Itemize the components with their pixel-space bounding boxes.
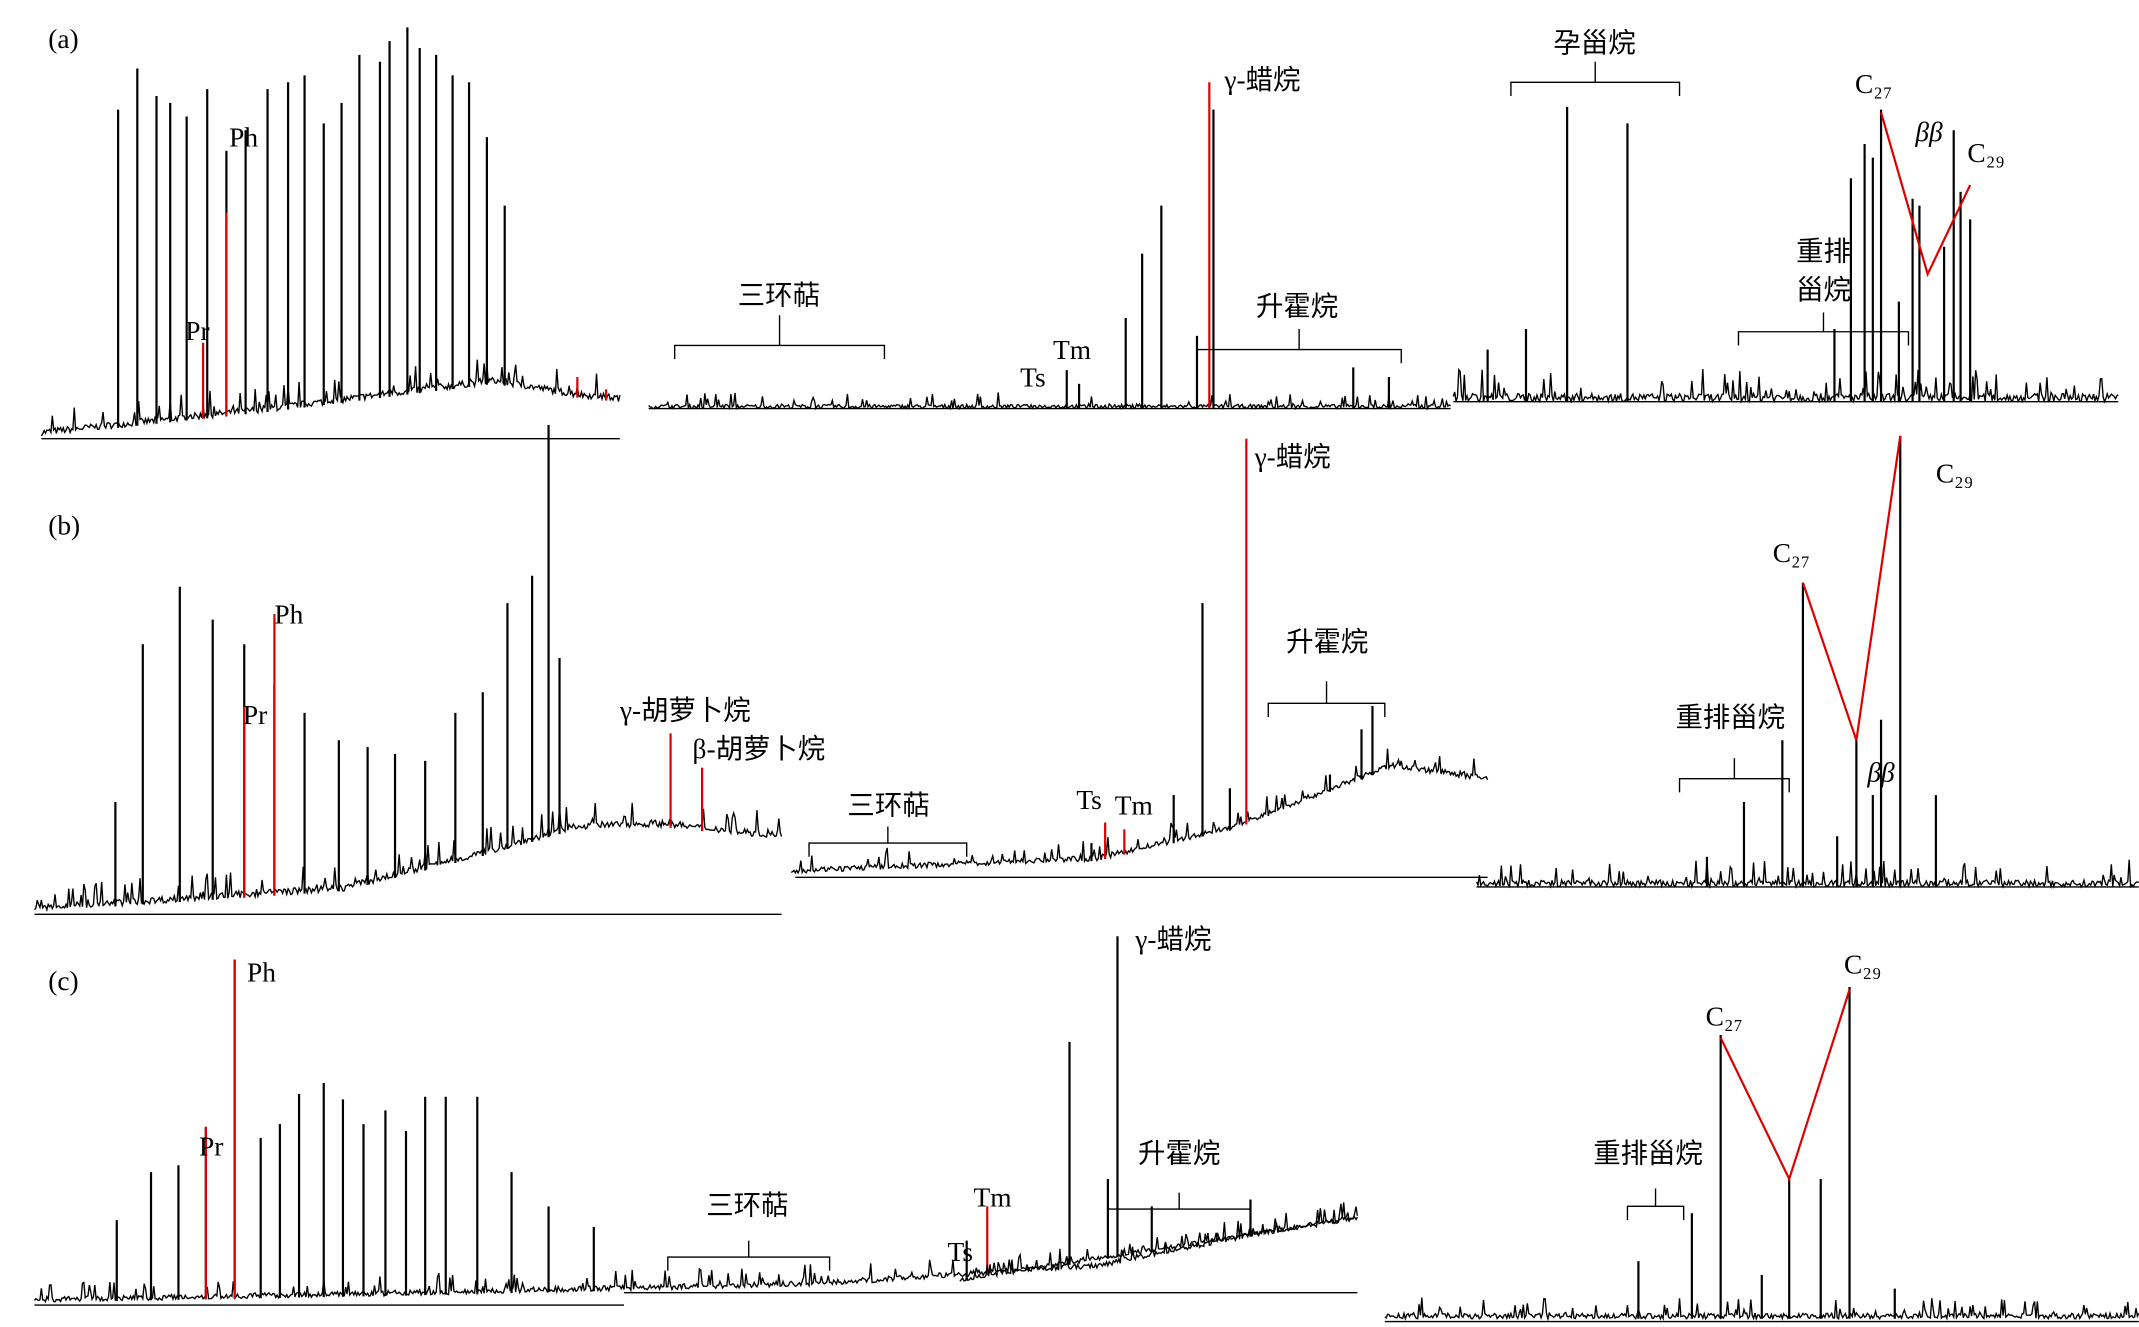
trace bbox=[959, 1209, 1358, 1282]
peak-label: Tm bbox=[974, 1182, 1012, 1212]
peak-label: C₂₉ bbox=[1936, 459, 1973, 489]
peak-label: Ts bbox=[1076, 785, 1102, 815]
bracket bbox=[1678, 758, 1790, 793]
peak-label: C₂₉ bbox=[1844, 949, 1881, 979]
peak-label: Ph bbox=[274, 600, 303, 630]
group-label: 孕甾烷 bbox=[1553, 28, 1635, 58]
peak-label: ββ bbox=[1914, 117, 1943, 147]
bracket bbox=[1626, 1188, 1685, 1221]
bracket bbox=[1510, 61, 1681, 96]
bracket bbox=[1196, 329, 1402, 364]
peak-label: Pr bbox=[243, 700, 267, 730]
peak-label: γ-蜡烷 bbox=[1223, 65, 1300, 95]
peak-label: C₂₇ bbox=[1855, 69, 1892, 99]
bracket bbox=[1267, 681, 1386, 717]
trace bbox=[33, 802, 783, 913]
peak-label: γ-蜡烷 bbox=[1254, 442, 1331, 472]
group-label: 重排甾烷 bbox=[1593, 1138, 1703, 1168]
group-label: 甾烷 bbox=[1796, 275, 1851, 305]
peak-label: γ-胡萝卜烷 bbox=[619, 696, 751, 726]
peak-label: Pr bbox=[185, 316, 209, 346]
group-label: 升霍烷 bbox=[1138, 1138, 1220, 1168]
labels: (a) Pr Ph 三环萜 Ts Tm γ-蜡烷 升霍烷 孕甾烷 C₂₇ ββ … bbox=[48, 24, 2005, 1267]
group-label: 升霍烷 bbox=[1286, 627, 1368, 657]
peak-label: Ts bbox=[947, 1237, 973, 1267]
trace bbox=[1476, 859, 2139, 890]
panel-label: (b) bbox=[48, 511, 80, 541]
bracket bbox=[1107, 1192, 1252, 1223]
connector bbox=[1719, 989, 1851, 1182]
peak-label: ββ bbox=[1866, 757, 1895, 787]
group-label: 三环萜 bbox=[738, 280, 820, 310]
group-label: 升霍烷 bbox=[1256, 291, 1338, 321]
connector bbox=[1879, 112, 1972, 278]
trace bbox=[40, 359, 621, 437]
bracket bbox=[808, 826, 968, 857]
peak-label: Ph bbox=[247, 958, 276, 988]
panel-label: (a) bbox=[48, 24, 78, 54]
peak-label: C₂₇ bbox=[1773, 538, 1810, 568]
chromatograms bbox=[33, 27, 2139, 1323]
connector bbox=[1801, 435, 1902, 741]
peak-label: Tm bbox=[1115, 790, 1153, 820]
peak-label: C₂₇ bbox=[1706, 1001, 1743, 1031]
peak-label: Ph bbox=[229, 123, 258, 153]
group-label: 三环萜 bbox=[847, 790, 929, 820]
peak-label: Pr bbox=[199, 1132, 223, 1162]
peak-label: Tm bbox=[1053, 335, 1091, 365]
panel-label: (c) bbox=[48, 966, 78, 996]
trace bbox=[648, 392, 1451, 411]
bracket bbox=[674, 315, 886, 360]
peak-label: C₂₉ bbox=[1967, 138, 2004, 168]
group-label: 重排甾烷 bbox=[1675, 703, 1785, 733]
peak-label: Ts bbox=[1020, 363, 1045, 393]
peak-label: β-胡萝卜烷 bbox=[693, 734, 826, 764]
trace bbox=[33, 1202, 1359, 1304]
group-label: 三环萜 bbox=[706, 1191, 788, 1221]
trace bbox=[1452, 367, 2119, 404]
peak-label: γ-蜡烷 bbox=[1134, 925, 1211, 955]
bracket bbox=[1737, 312, 1910, 346]
group-label: 重排 bbox=[1796, 236, 1851, 266]
bracket bbox=[667, 1240, 831, 1271]
